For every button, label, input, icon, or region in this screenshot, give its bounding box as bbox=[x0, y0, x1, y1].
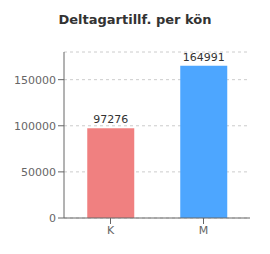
svg-text:150000: 150000 bbox=[14, 74, 56, 87]
svg-text:100000: 100000 bbox=[14, 120, 56, 133]
svg-text:164991: 164991 bbox=[183, 51, 225, 64]
svg-text:K: K bbox=[107, 224, 115, 237]
svg-text:0: 0 bbox=[49, 212, 56, 225]
svg-text:97276: 97276 bbox=[93, 113, 128, 126]
svg-text:50000: 50000 bbox=[21, 166, 56, 179]
html-text:Deltagartillf. per kön: Deltagartillf. per kön bbox=[58, 12, 212, 27]
svg-text:M: M bbox=[199, 224, 209, 237]
